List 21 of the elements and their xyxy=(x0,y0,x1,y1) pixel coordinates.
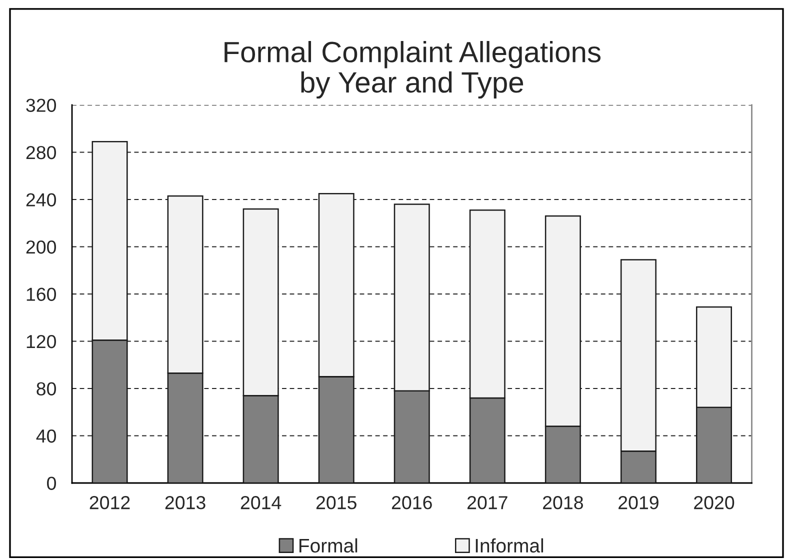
legend-label: Informal xyxy=(476,538,544,553)
x-tick-label: 2013 xyxy=(165,496,206,510)
x-tick-label: 2018 xyxy=(543,496,583,510)
y-tick-label: 240 xyxy=(26,193,56,206)
y-tick-label: 200 xyxy=(26,240,56,254)
y-tick-label: 80 xyxy=(36,382,56,396)
chart-title: Formal Complaint Allegations by Year and Type xyxy=(224,41,601,99)
x-tick-label: 2016 xyxy=(392,496,432,510)
y-tick-label: 40 xyxy=(36,429,56,443)
y-tick-label: 320 xyxy=(26,98,56,112)
x-tick-label: 2019 xyxy=(618,496,658,510)
x-tick-label: 2012 xyxy=(90,496,130,510)
x-tick-label: 2020 xyxy=(694,496,734,510)
legend-label: Formal xyxy=(300,538,358,553)
x-tick-label: 2017 xyxy=(468,496,508,510)
x-tick-label: 2015 xyxy=(316,496,356,510)
y-tick-label: 280 xyxy=(26,146,56,160)
x-tick-label: 2014 xyxy=(240,496,282,510)
y-tick-label: 120 xyxy=(26,334,56,348)
y-tick-label: 160 xyxy=(26,288,56,301)
y-tick-label: 0 xyxy=(47,476,56,490)
